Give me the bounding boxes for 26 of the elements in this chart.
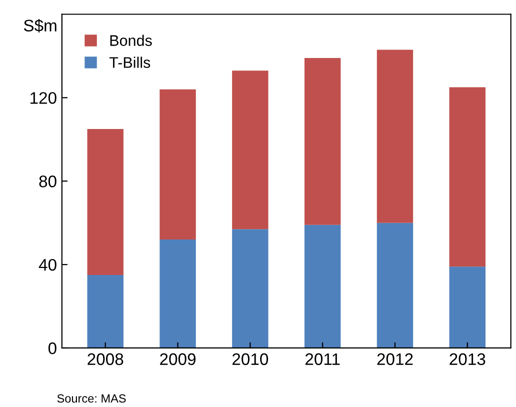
x-tick-label: 2013 [450,353,486,366]
x-tick-label: 2012 [377,353,413,366]
y-axis-title: S$m [24,18,56,32]
y-tick-label: 0 [48,342,56,354]
y-tick-label: 120 [30,92,56,104]
bar [87,274,124,348]
bar [376,50,414,223]
bar [87,128,124,275]
source-note: Source: MAS [57,394,126,403]
bar [449,266,486,348]
legend-label: T-Bills [109,56,150,68]
bar [304,58,341,225]
bar [232,229,268,348]
bar [376,222,414,348]
y-tick-label: 80 [39,176,56,188]
x-tick-label: 2008 [88,353,124,366]
bar [160,240,196,348]
bar [160,89,196,240]
x-tick-label: 2010 [232,353,268,366]
bar [304,224,341,348]
bar [449,87,486,267]
bar [232,70,268,230]
legend-label: Bonds [110,34,152,46]
x-tick-label: 2009 [160,353,196,366]
x-tick-label: 2011 [306,353,340,366]
y-tick-label: 40 [38,258,56,271]
